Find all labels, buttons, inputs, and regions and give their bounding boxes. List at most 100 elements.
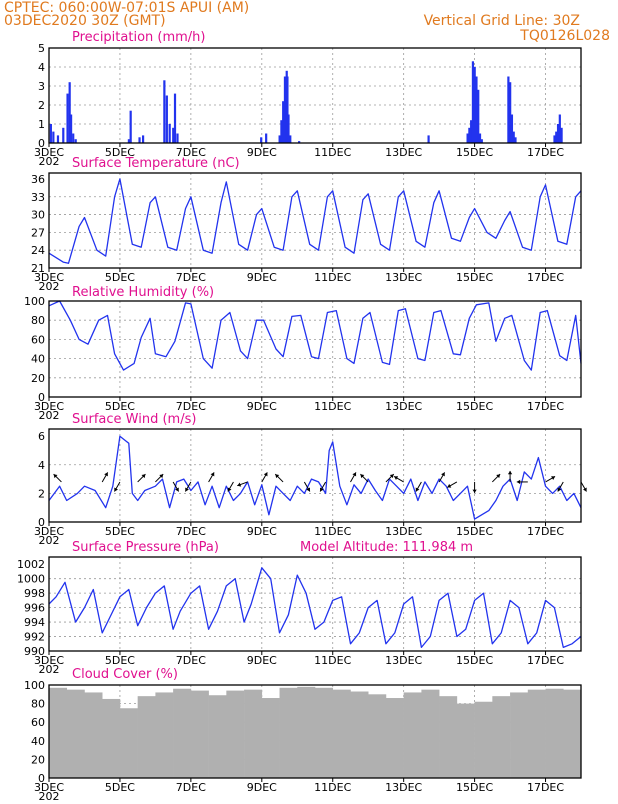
precip-bar — [475, 76, 478, 143]
cloud-bar — [527, 689, 546, 778]
panel-title-cloud: Cloud Cover (%) — [72, 667, 178, 682]
precip-bar — [470, 120, 473, 143]
pres-ytick-label: 994 — [24, 616, 45, 629]
wind-xtick-label: 7DEC — [176, 525, 206, 538]
header-line1-left: CPTEC: 060:00W-07:01S APUI (AM) — [4, 0, 249, 16]
wind-arrow-head — [394, 476, 399, 480]
temp-year-fragment: 202 — [39, 280, 60, 293]
cloud-bar — [155, 692, 174, 778]
wind-arrow-head — [185, 487, 189, 492]
pres-ytick-label: 990 — [24, 645, 45, 658]
wind-arrow-head — [557, 487, 562, 492]
temp-xtick-label: 17DEC — [527, 271, 564, 284]
precip-bar — [163, 80, 166, 143]
rh-ytick-label: 0 — [38, 391, 45, 404]
header-line2-left: 03DEC2020 30Z (GMT) — [4, 13, 166, 29]
wind-arrow-head — [583, 487, 587, 492]
rh-year-fragment: 202 — [39, 409, 60, 422]
pres-xtick-label: 15DEC — [456, 654, 493, 667]
pres-frame — [48, 556, 582, 652]
precip-xtick-label: 11DEC — [314, 146, 351, 159]
wind-arrow-head — [320, 487, 324, 492]
cloud-bar — [439, 696, 458, 778]
precip-bar — [512, 131, 515, 143]
wind-arrow-head — [237, 482, 242, 487]
precip-frame — [48, 47, 582, 144]
cloud-bar — [315, 687, 334, 778]
wind-arrow-head — [275, 474, 280, 479]
rh-xtick-label: 5DEC — [105, 400, 135, 413]
wind-xtick-label: 17DEC — [527, 525, 564, 538]
pres-xtick-label: 3DEC — [34, 654, 64, 667]
temp-xtick-label: 3DEC — [34, 271, 64, 284]
rh-xtick-label: 3DEC — [34, 400, 64, 413]
pres-xtick-label: 5DEC — [105, 654, 135, 667]
precip-bar — [283, 76, 287, 143]
precip-xtick-label: 15DEC — [456, 146, 493, 159]
precip-bar — [138, 137, 141, 143]
wind-ytick-label: 2 — [38, 487, 45, 500]
precip-bar — [480, 139, 483, 143]
pres-ytick-label: 1000 — [17, 573, 45, 586]
cloud-bar — [385, 698, 404, 778]
cloud-xtick-label: 13DEC — [385, 781, 422, 794]
precip-bar — [427, 135, 430, 143]
wind-arrow-head — [114, 487, 118, 492]
rh-xtick-label: 11DEC — [314, 400, 351, 413]
precip-ytick-label: 5 — [38, 42, 45, 55]
header-line2-right: TQ0126L028 — [519, 28, 610, 44]
precip-bar — [473, 67, 476, 143]
wind-arrow-head — [306, 487, 310, 492]
precip-bar — [558, 114, 561, 143]
precip-bar — [66, 93, 69, 143]
wind-frame — [48, 428, 582, 523]
cloud-bar — [102, 698, 121, 778]
cloud-bar — [332, 689, 351, 778]
wind-xtick-label: 3DEC — [34, 525, 64, 538]
precip-bar — [141, 135, 145, 143]
temp-xtick-label: 9DEC — [247, 271, 277, 284]
precip-bar — [72, 133, 75, 143]
precip-bar — [553, 135, 556, 143]
wind-arrow-head — [551, 476, 556, 480]
cloud-bar — [66, 689, 85, 778]
cloud-ytick-label: 60 — [31, 716, 45, 729]
wind-xtick-label: 11DEC — [314, 525, 351, 538]
cloud-bar — [137, 696, 156, 778]
cloud-xtick-label: 15DEC — [456, 781, 493, 794]
cloud-bar — [510, 692, 529, 778]
precip-bar — [507, 76, 510, 143]
precip-bar — [168, 124, 171, 143]
cloud-xtick-label: 5DEC — [105, 781, 135, 794]
cloud-bar — [244, 689, 263, 778]
wind-arrow-head — [53, 474, 58, 479]
precip-bar — [556, 124, 560, 143]
temp-frame — [48, 172, 582, 269]
wind-xtick-label: 5DEC — [105, 525, 135, 538]
precip-xtick-label: 7DEC — [176, 146, 206, 159]
precip-ytick-label: 2 — [38, 99, 45, 112]
temp-ytick-label: 36 — [31, 173, 45, 186]
temp-xtick-label: 11DEC — [314, 271, 351, 284]
pres-xtick-label: 7DEC — [176, 654, 206, 667]
wind-ytick-label: 4 — [38, 459, 45, 472]
cloud-xtick-label: 11DEC — [314, 781, 351, 794]
rh-ytick-label: 40 — [31, 353, 45, 366]
wind-arrow-head — [389, 474, 394, 479]
cloud-bar — [368, 694, 387, 778]
cloud-ytick-label: 20 — [31, 753, 45, 766]
rh-ytick-label: 80 — [31, 314, 45, 327]
wind-ytick-label: 0 — [38, 516, 45, 529]
precip-bar — [280, 120, 283, 143]
precip-bar — [129, 110, 132, 143]
rh-xtick-label: 7DEC — [176, 400, 206, 413]
wind-xtick-label: 15DEC — [456, 525, 493, 538]
cloud-bar — [545, 688, 564, 778]
precip-bar — [172, 127, 175, 143]
wind-arrow-head — [360, 474, 365, 479]
rh-xtick-label: 17DEC — [527, 400, 564, 413]
precip-bar — [466, 133, 469, 143]
cloud-year-fragment: 202 — [39, 790, 60, 800]
